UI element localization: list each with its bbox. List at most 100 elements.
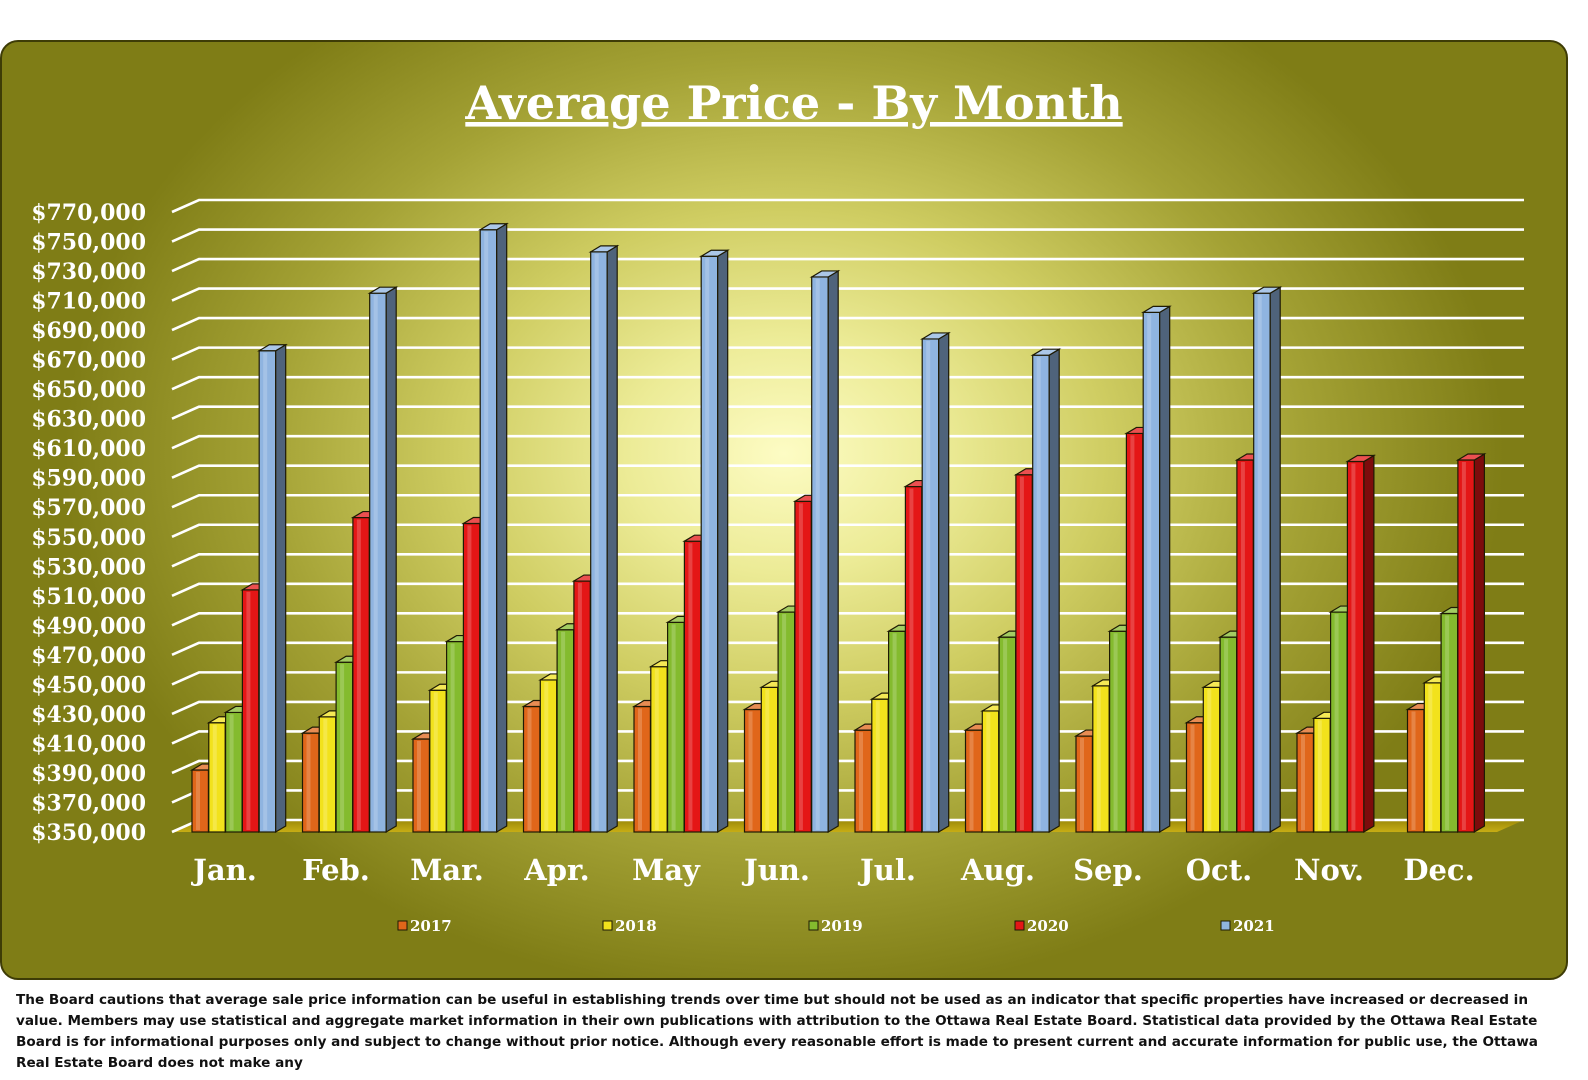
- bar-front: [301, 732, 320, 833]
- bar-2021-jan: [257, 343, 288, 834]
- bar-highlight: [467, 525, 472, 830]
- bar-front: [1329, 611, 1348, 833]
- x-tick-label: May: [632, 853, 701, 887]
- x-tick-label: Jul.: [857, 853, 916, 887]
- bar-side: [938, 331, 950, 834]
- gridline: [171, 493, 1524, 509]
- bar-highlight: [561, 631, 566, 830]
- bar-side: [717, 249, 729, 834]
- bar-front: [1108, 630, 1127, 833]
- bar-front: [429, 689, 447, 833]
- bar-2021-aug: [1030, 348, 1062, 834]
- bar-highlight: [1445, 615, 1450, 830]
- x-tick-label: Aug.: [960, 853, 1035, 887]
- x-tick-label: Jun.: [741, 853, 810, 887]
- bar-front: [760, 686, 779, 833]
- legend-label: 2020: [1027, 917, 1069, 935]
- y-tick-label: $590,000: [31, 466, 146, 492]
- gridline: [171, 405, 1524, 420]
- bar-top: [1251, 286, 1283, 294]
- bar-highlight: [748, 711, 753, 830]
- bar-side: [827, 269, 839, 834]
- bar-highlight: [527, 708, 532, 830]
- bar-2021-mar: [478, 222, 509, 834]
- bar-front: [854, 729, 873, 833]
- bar-side: [496, 222, 508, 834]
- y-tick-label: $570,000: [31, 495, 146, 521]
- bar-highlight: [212, 724, 217, 830]
- bar-highlight: [1096, 687, 1101, 830]
- bar-top: [1030, 348, 1062, 356]
- gridline: [171, 641, 1524, 657]
- bar-highlight: [1301, 735, 1305, 830]
- bar-2021-may: [699, 249, 730, 834]
- bar-2021-sep: [1141, 305, 1172, 834]
- bar-front: [462, 522, 481, 833]
- bar-highlight: [373, 295, 378, 830]
- bar-2021-jul: [920, 331, 951, 834]
- bar-top: [809, 270, 841, 278]
- bar-highlight: [909, 488, 914, 830]
- bar-front: [1313, 717, 1331, 833]
- y-tick-label: $670,000: [31, 348, 146, 374]
- legend-item-2021: 2021: [1220, 917, 1275, 935]
- gridline: [171, 464, 1524, 479]
- y-tick-label: $630,000: [31, 407, 146, 433]
- bar-front: [794, 500, 813, 833]
- bar-chart: $350,000 $370,000 $390,000 $410,000 $430,000…: [31, 76, 1524, 935]
- legend-item-2017: 2017: [397, 917, 452, 935]
- bar-2020-nov: [1345, 454, 1377, 834]
- bar-front: [522, 705, 541, 833]
- bar-front: [369, 292, 387, 833]
- bar-top: [478, 223, 509, 231]
- x-tick-label: Sep.: [1073, 853, 1143, 887]
- bar-highlight: [484, 231, 489, 830]
- bar-highlight: [1334, 614, 1339, 830]
- bar-highlight: [594, 253, 599, 830]
- gridline: [171, 228, 1524, 243]
- bar-front: [1219, 636, 1238, 833]
- legend-label: 2018: [615, 917, 657, 935]
- gridline: [171, 198, 1524, 214]
- y-tick-label: $390,000: [31, 761, 146, 787]
- bar-front: [650, 666, 668, 833]
- bar-highlight: [926, 340, 931, 830]
- legend-label: 2017: [410, 917, 452, 935]
- bar-front: [633, 705, 652, 833]
- bar-highlight: [1351, 463, 1356, 830]
- disclaimer-text: The Board cautions that average sale pri…: [16, 992, 1538, 1071]
- legend-swatch: [602, 920, 613, 931]
- bars: [189, 222, 1487, 834]
- bar-highlight: [340, 664, 345, 830]
- y-tick-label: $770,000: [31, 200, 146, 226]
- bar-front: [225, 711, 243, 833]
- y-tick-label: $650,000: [31, 377, 146, 403]
- legend-item-2019: 2019: [808, 917, 863, 935]
- bar-front: [573, 580, 592, 833]
- y-tick-label: $750,000: [31, 230, 146, 256]
- gridline: [171, 582, 1524, 597]
- bar-side: [1048, 348, 1060, 834]
- bar-front: [1406, 708, 1425, 833]
- y-tick-label: $550,000: [31, 525, 146, 551]
- bar-front: [1423, 682, 1442, 833]
- gridline: [171, 730, 1524, 745]
- bar-side: [275, 343, 287, 834]
- gridline: [171, 552, 1524, 568]
- bar-highlight: [323, 718, 328, 830]
- bar-highlight: [1207, 689, 1212, 830]
- gridline: [171, 671, 1524, 686]
- bar-top: [1141, 305, 1172, 313]
- y-tick-label: $730,000: [31, 259, 146, 285]
- legend-swatch: [397, 920, 408, 931]
- gridline: [171, 346, 1524, 361]
- bar-front: [208, 722, 226, 833]
- y-tick-label: $710,000: [31, 289, 146, 315]
- bar-highlight: [1411, 711, 1416, 830]
- bar-top: [920, 332, 951, 340]
- bar-highlight: [1224, 639, 1229, 830]
- bar-highlight: [875, 701, 880, 830]
- x-tick-label: Dec.: [1403, 853, 1474, 887]
- bar-front: [904, 485, 923, 833]
- y-tick-label: $530,000: [31, 554, 146, 580]
